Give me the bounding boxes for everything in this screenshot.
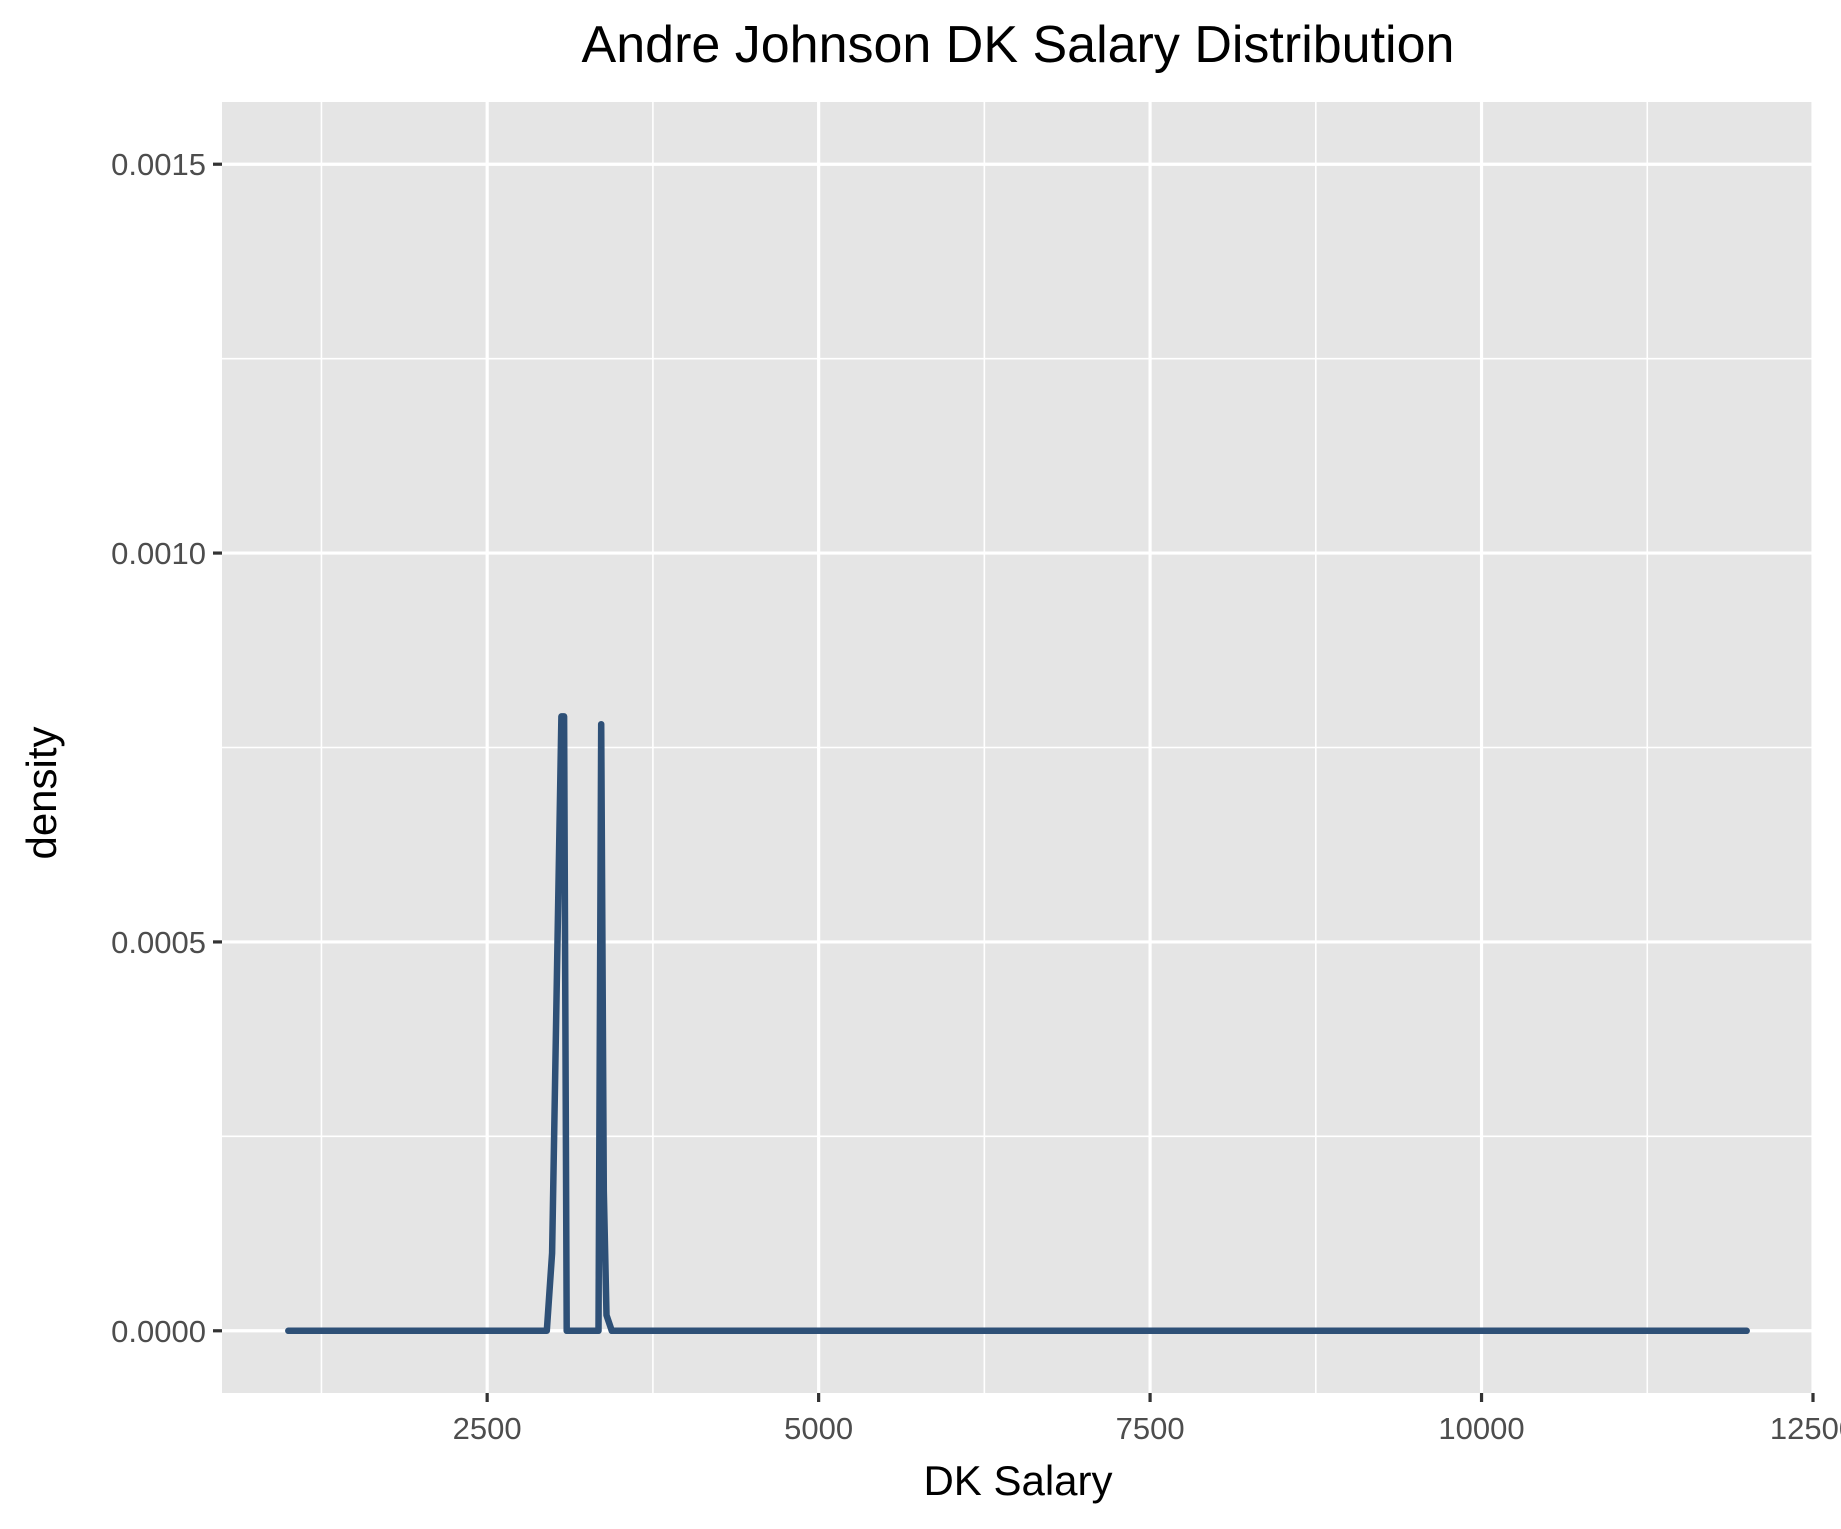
y-tick-labels: 0.0000 0.0005 0.0010 0.0015	[111, 147, 206, 1349]
chart-title: Andre Johnson DK Salary Distribution	[582, 16, 1455, 74]
density-line	[285, 713, 1750, 1335]
y-axis-title: density	[18, 726, 65, 859]
x-tick-label: 5000	[784, 1411, 853, 1446]
x-axis-title: DK Salary	[923, 1457, 1112, 1504]
x-tick-label: 2500	[453, 1411, 522, 1446]
y-tick-label: 0.0005	[111, 925, 206, 960]
y-tick-label: 0.0000	[111, 1314, 206, 1349]
y-tick-label: 0.0015	[111, 147, 206, 182]
series-layer	[285, 713, 1750, 1335]
x-tick-label: 7500	[1116, 1411, 1185, 1446]
x-tick-label: 10000	[1438, 1411, 1524, 1446]
y-tick-label: 0.0010	[111, 536, 206, 571]
axis-ticks	[213, 162, 1815, 1402]
